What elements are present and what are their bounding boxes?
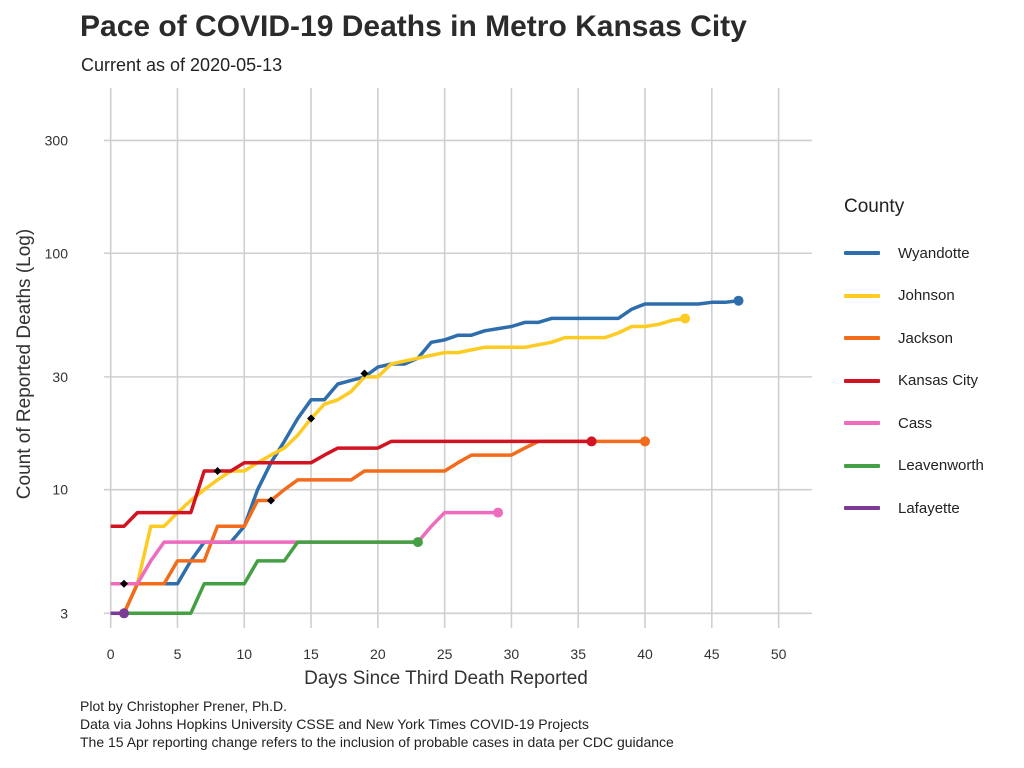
x-tick-label: 50	[771, 646, 787, 662]
legend-label: Jackson	[898, 329, 954, 347]
chart-title: Pace of COVID-19 Deaths in Metro Kansas …	[80, 10, 747, 43]
legend-label: Wyandotte	[898, 244, 970, 262]
legend-label: Leavenworth	[898, 457, 984, 475]
annotation-marker	[213, 466, 222, 475]
y-tick-label: 100	[45, 245, 69, 261]
legend-key	[844, 463, 880, 468]
legend-key	[844, 378, 880, 383]
x-tick-label: 15	[303, 646, 319, 662]
legend-title: County	[844, 196, 905, 217]
series-line-kansas-city	[110, 439, 592, 529]
caption-line: The 15 Apr reporting change refers to th…	[80, 734, 674, 750]
legend-item-leavenworth: Leavenworth	[844, 445, 1014, 488]
legend-item-wyandotte: Wyandotte	[844, 232, 1014, 275]
x-tick-label: 0	[107, 646, 115, 662]
x-axis-label: Days Since Third Death Reported	[304, 668, 588, 689]
legend-label: Kansas City	[898, 372, 979, 390]
annotation-marker	[360, 369, 369, 378]
series-endpoint-lafayette	[119, 608, 130, 619]
legend-key	[844, 293, 880, 298]
x-tick-label: 5	[174, 646, 182, 662]
series-endpoint-jackson	[640, 436, 651, 447]
y-axis-label: Count of Reported Deaths (Log)	[14, 229, 35, 499]
legend-label: Cass	[898, 414, 933, 432]
caption-line: Data via Johns Hopkins University CSSE a…	[80, 716, 589, 732]
x-tick-label: 35	[570, 646, 586, 662]
x-tick-label: 45	[704, 646, 720, 662]
series-line-leavenworth	[124, 540, 418, 616]
chart-subtitle: Current as of 2020-05-13	[81, 55, 283, 75]
legend-items: Wyandotte Johnson Jackson Kansas City Cass Le…	[844, 232, 1014, 530]
annotation-marker	[120, 579, 129, 588]
x-tick-label: 40	[637, 646, 653, 662]
x-tick-label: 30	[504, 646, 520, 662]
annotation-marker	[266, 496, 275, 505]
series-endpoint-johnson	[680, 313, 691, 324]
y-tick-label: 10	[52, 482, 68, 498]
x-tick-label: 10	[236, 646, 252, 662]
legend-key	[844, 421, 880, 426]
y-tick-label: 3	[60, 605, 68, 621]
y-tick-label: 30	[52, 369, 68, 385]
series-endpoint-cass	[493, 507, 504, 518]
series-endpoint-kansas-city	[586, 436, 597, 447]
annotation-marker	[307, 414, 316, 423]
series-endpoint-wyandotte	[733, 295, 744, 306]
legend-item-johnson: Johnson	[844, 275, 1014, 318]
legend: County Wyandotte Johnson Jackson Kansas Cit…	[844, 196, 1014, 530]
series-endpoint-leavenworth	[412, 537, 423, 548]
legend-key	[844, 251, 880, 256]
legend-label: Johnson	[898, 287, 955, 305]
x-tick-label: 20	[370, 646, 386, 662]
caption: Plot by Christopher Prener, Ph.D. Data v…	[80, 697, 674, 751]
y-tick-label: 300	[45, 132, 69, 148]
series-line-johnson	[122, 316, 686, 615]
legend-item-kansas-city: Kansas City	[844, 360, 1014, 403]
caption-line: Plot by Christopher Prener, Ph.D.	[80, 698, 287, 714]
legend-key	[844, 506, 880, 511]
legend-label: Lafayette	[898, 499, 960, 517]
legend-item-cass: Cass	[844, 402, 1014, 445]
x-tick-label: 25	[437, 646, 453, 662]
legend-item-jackson: Jackson	[844, 317, 1014, 360]
legend-key	[844, 336, 880, 341]
legend-item-lafayette: Lafayette	[844, 487, 1014, 530]
